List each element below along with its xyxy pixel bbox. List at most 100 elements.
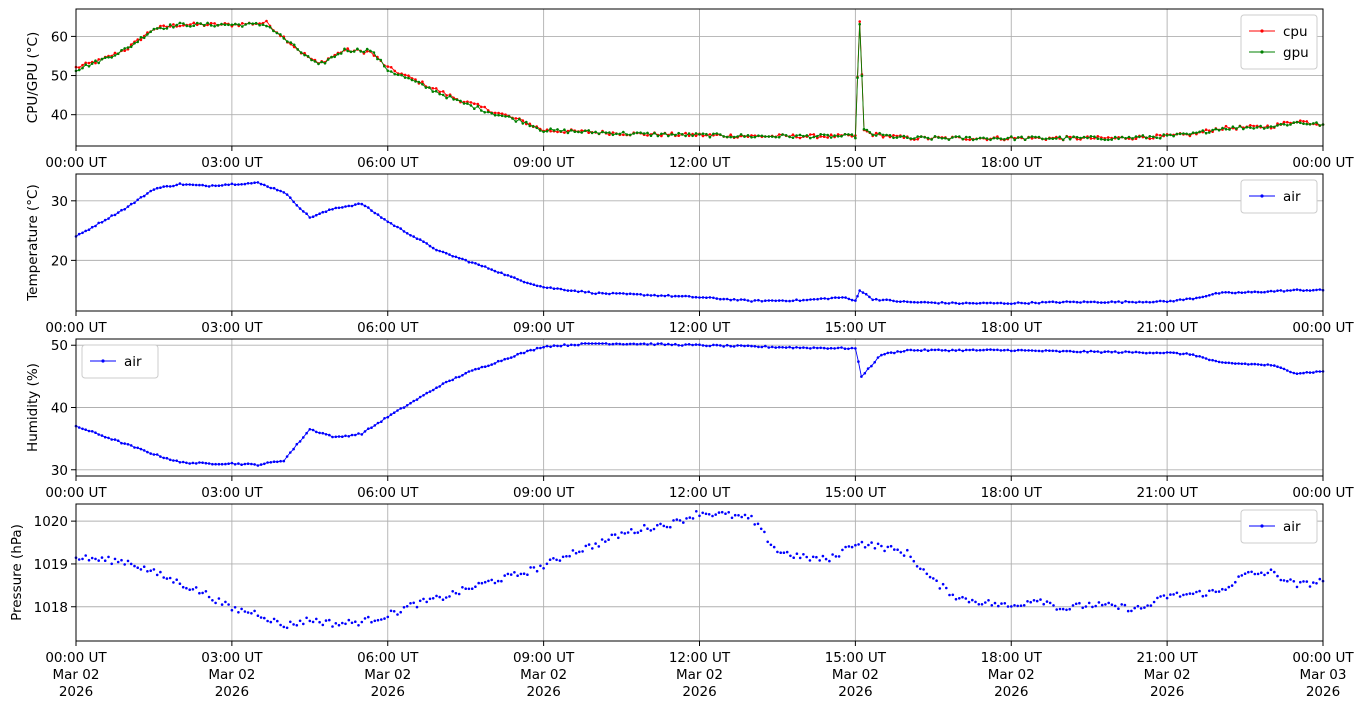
data-point [376, 421, 380, 425]
data-point [615, 292, 618, 295]
data-point [770, 345, 774, 349]
data-point [457, 256, 461, 260]
data-point [992, 348, 996, 352]
data-point [263, 616, 266, 620]
data-point [649, 342, 653, 345]
data-point [548, 558, 552, 561]
y-tick-label: 40 [51, 401, 68, 417]
data-point [581, 550, 584, 553]
data-point [809, 347, 812, 350]
data-point [146, 570, 149, 573]
data-point [777, 299, 781, 302]
data-point [1155, 133, 1158, 136]
data-point [1120, 351, 1124, 354]
data-point [1096, 137, 1100, 140]
x-tick-label: Mar 02 [832, 667, 879, 683]
data-point [684, 134, 687, 138]
data-point [628, 292, 632, 296]
data-point [480, 105, 483, 109]
x-tick-label: 03:00 UT [201, 650, 263, 666]
data-point [1299, 119, 1302, 122]
data-point [444, 251, 448, 255]
data-point [1044, 301, 1048, 304]
data-point [159, 455, 162, 458]
data-point [674, 133, 677, 137]
data-point [733, 513, 737, 517]
data-point [705, 296, 708, 300]
data-point [466, 102, 469, 105]
data-point [84, 229, 87, 233]
data-point [480, 264, 484, 268]
data-point [467, 587, 471, 591]
data-point [483, 111, 487, 114]
data-point [1120, 135, 1124, 139]
data-point [539, 564, 542, 568]
data-point [103, 56, 107, 59]
legend-marker-air [101, 359, 105, 363]
data-point [823, 297, 826, 300]
data-point [1292, 121, 1296, 124]
data-point [496, 359, 500, 363]
data-point [372, 51, 376, 54]
data-point [552, 129, 556, 132]
data-point [684, 343, 687, 346]
data-point [1148, 351, 1152, 355]
data-point [1000, 602, 1003, 605]
data-point [1282, 579, 1286, 582]
data-point [857, 360, 860, 363]
x-tick-label: Mar 02 [676, 667, 723, 683]
data-point [1113, 604, 1117, 608]
data-point [971, 598, 974, 602]
data-point [415, 605, 419, 609]
data-point [113, 438, 117, 441]
data-point [556, 128, 559, 131]
data-point [643, 523, 646, 527]
data-point [1061, 607, 1065, 611]
data-point [883, 549, 886, 553]
data-point [1250, 362, 1253, 366]
data-point [805, 134, 809, 137]
data-point [412, 235, 416, 238]
data-point [1079, 350, 1082, 354]
data-point [902, 134, 906, 138]
data-point [1139, 607, 1143, 610]
data-point [392, 610, 396, 613]
data-point [435, 386, 438, 390]
data-point [178, 182, 182, 185]
data-point [743, 513, 747, 517]
data-point [750, 134, 753, 137]
data-point [577, 343, 580, 347]
data-point [155, 453, 159, 456]
data-point [565, 555, 568, 558]
data-point [1178, 298, 1182, 301]
data-point [1072, 300, 1075, 304]
data-point [1042, 602, 1045, 606]
data-point [363, 617, 367, 620]
data-point [819, 133, 822, 136]
data-point [788, 299, 791, 303]
data-point [653, 293, 656, 297]
data-point [431, 597, 435, 600]
data-point [805, 346, 809, 350]
data-point [253, 463, 256, 466]
data-point [303, 53, 306, 57]
x-tick-label: 2026 [215, 684, 249, 700]
data-point [94, 61, 97, 65]
data-point [1086, 136, 1089, 140]
y-tick-label: 40 [51, 108, 68, 124]
data-point [470, 369, 474, 372]
data-point [431, 246, 435, 250]
data-point [470, 587, 474, 590]
data-point [750, 136, 753, 139]
data-point [580, 129, 583, 132]
data-point [1318, 288, 1322, 291]
data-point [757, 298, 760, 302]
data-point [1097, 601, 1101, 604]
data-point [282, 459, 286, 463]
data-point [834, 555, 838, 558]
data-point [295, 624, 299, 627]
data-point [511, 117, 514, 120]
data-point [902, 350, 906, 353]
data-point [746, 299, 750, 302]
data-point [321, 623, 325, 627]
